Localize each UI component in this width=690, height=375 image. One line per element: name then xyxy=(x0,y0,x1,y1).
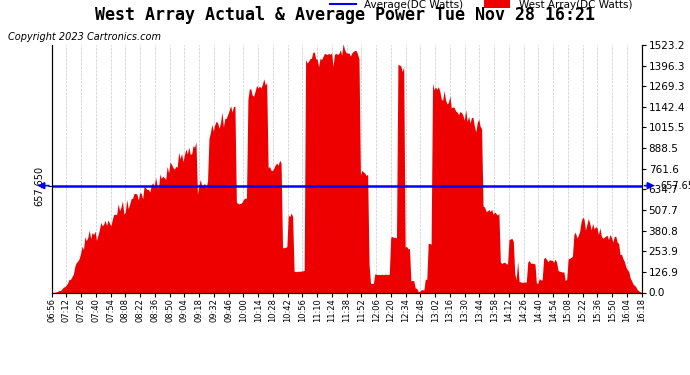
Text: 657.650: 657.650 xyxy=(660,181,690,190)
Text: West Array Actual & Average Power Tue Nov 28 16:21: West Array Actual & Average Power Tue No… xyxy=(95,6,595,24)
Legend: Average(DC Watts), West Array(DC Watts): Average(DC Watts), West Array(DC Watts) xyxy=(326,0,636,14)
Text: Copyright 2023 Cartronics.com: Copyright 2023 Cartronics.com xyxy=(8,32,161,42)
